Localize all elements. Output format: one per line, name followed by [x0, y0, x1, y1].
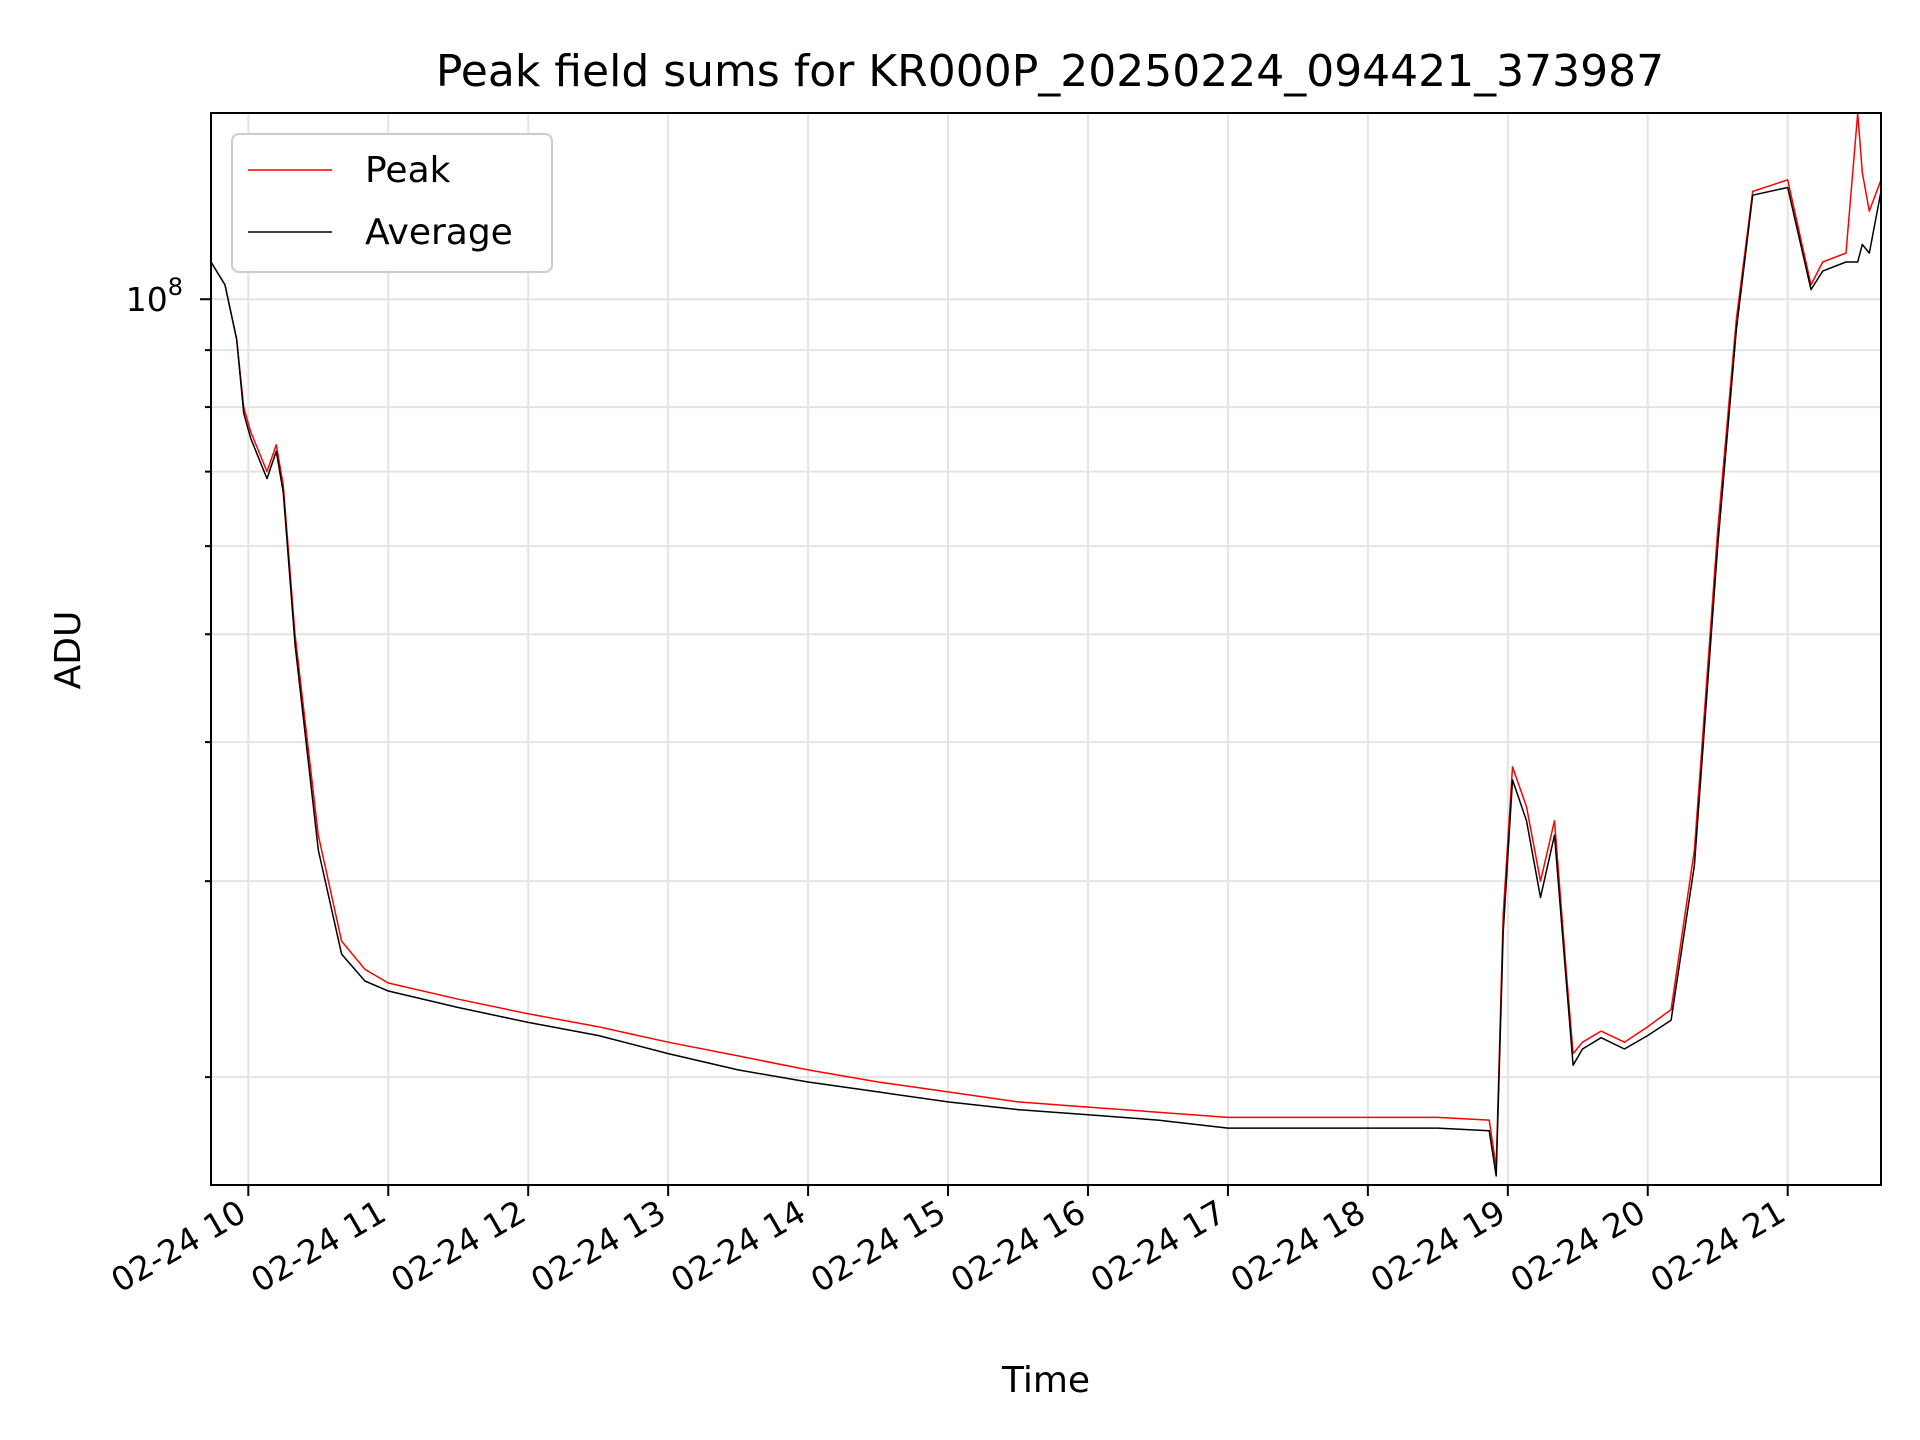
x-tick-label: 02-24 10: [104, 1192, 252, 1300]
plot-frame: [210, 112, 1882, 1186]
x-tick-label: 02-24 15: [804, 1192, 952, 1300]
y-tick-label: 108: [126, 273, 183, 319]
x-axis-label: Time: [1001, 1360, 1090, 1401]
series-line-peak: [210, 112, 1882, 1168]
legend-label-peak: Peak: [365, 150, 451, 191]
chart-title: Peak field sums for KR000P_20250224_0944…: [436, 46, 1664, 97]
x-tick-label: 02-24 13: [524, 1192, 672, 1300]
x-tick-label: 02-24 20: [1504, 1192, 1652, 1300]
series-layer: [210, 112, 1882, 1177]
legend: Peak Average: [231, 133, 553, 273]
grid: [211, 113, 1881, 1185]
series-line-average: [210, 186, 1882, 1177]
x-tick-label: 02-24 19: [1364, 1192, 1512, 1300]
x-tick-label: 02-24 12: [384, 1192, 532, 1300]
x-tick-label: 02-24 16: [944, 1192, 1092, 1300]
x-tick-label: 02-24 18: [1224, 1192, 1372, 1300]
legend-box: [231, 133, 553, 273]
x-tick-label: 02-24 21: [1644, 1192, 1792, 1300]
legend-label-average: Average: [365, 212, 513, 253]
y-axis-label: ADU: [48, 611, 89, 690]
x-tick-label: 02-24 17: [1084, 1192, 1232, 1300]
x-tick-label: 02-24 14: [664, 1192, 812, 1300]
x-tick-label: 02-24 11: [244, 1192, 392, 1300]
